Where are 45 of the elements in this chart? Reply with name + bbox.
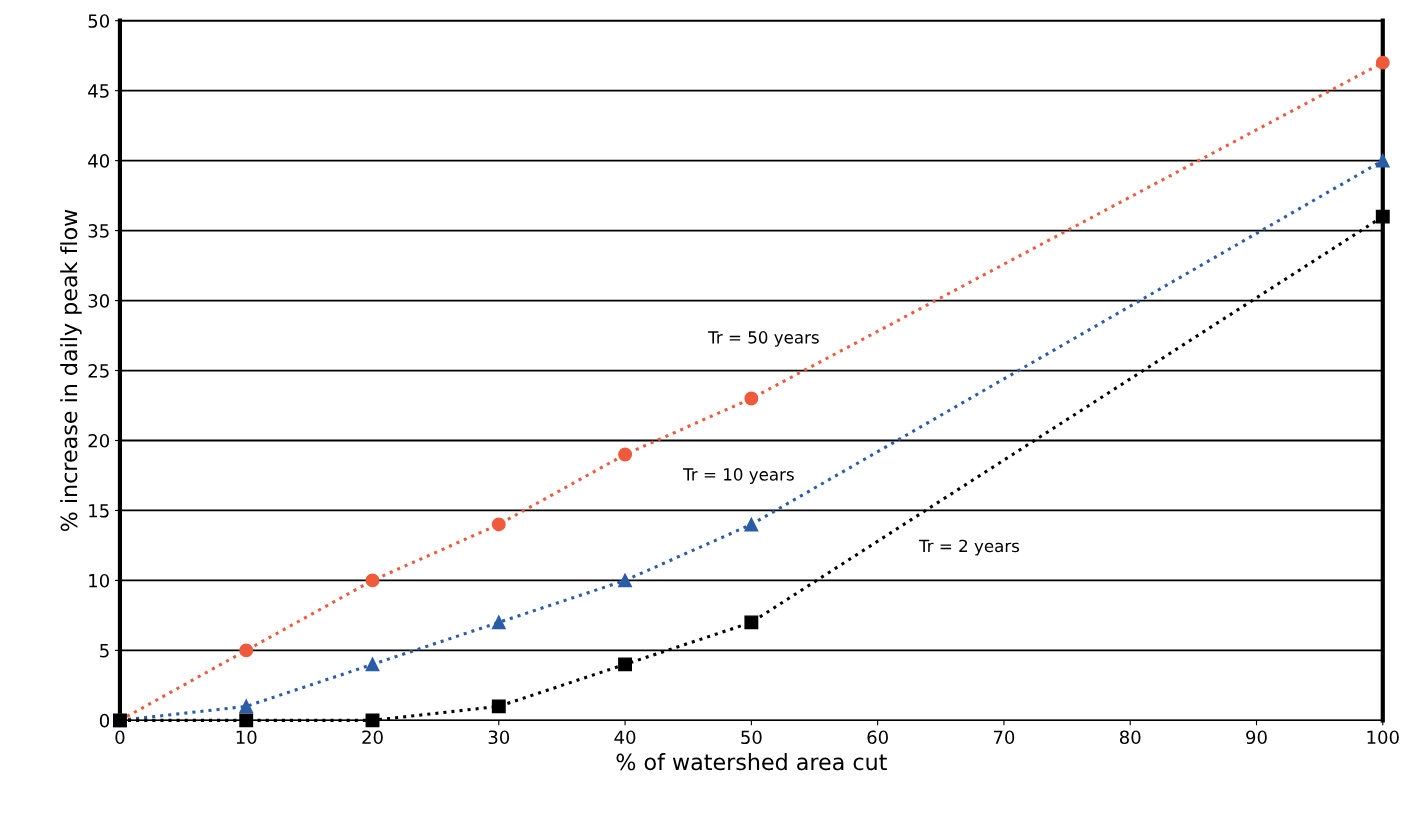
- point: [365, 713, 380, 728]
- y-axis-title: % increase in daily peak flow: [60, 209, 82, 532]
- point: [1375, 55, 1390, 70]
- point: [239, 643, 254, 658]
- x-tick-label: 70: [993, 730, 1015, 745]
- y-tick-label: 25: [88, 363, 109, 378]
- point: [365, 657, 380, 672]
- x-tick-label: 20: [362, 730, 383, 745]
- y-tick-label: 40: [88, 154, 110, 168]
- point: [618, 447, 633, 462]
- point: [618, 657, 633, 672]
- x-tick-label: 10: [236, 730, 257, 745]
- point: [618, 573, 633, 588]
- point: [1375, 209, 1390, 224]
- point: [239, 713, 254, 728]
- series-label: Tr = 2 years: [918, 539, 1020, 556]
- y-tick-label: 10: [89, 573, 110, 588]
- point: [1375, 153, 1390, 168]
- x-tick-label: 40: [614, 730, 636, 745]
- y-tick-label: 30: [88, 294, 110, 308]
- y-tick-label: 35: [88, 224, 109, 238]
- x-tick-label: 30: [488, 730, 510, 745]
- y-tick-label: 0: [99, 713, 110, 728]
- point: [744, 391, 759, 406]
- point: [491, 699, 506, 714]
- point: [491, 615, 506, 630]
- y-tick-label: 20: [88, 433, 110, 448]
- series-label: Tr = 50 years: [708, 331, 819, 347]
- x-tick-label: 100: [1367, 730, 1399, 745]
- x-tick-label: 50: [741, 730, 762, 745]
- point: [744, 615, 759, 630]
- y-tick-label: 45: [88, 84, 109, 98]
- point: [491, 517, 506, 532]
- point: [239, 699, 254, 714]
- x-tick-label: 60: [867, 730, 888, 745]
- point: [365, 573, 380, 588]
- x-tick-label: 80: [1119, 730, 1141, 745]
- y-tick-label: 50: [88, 14, 110, 28]
- x-tick-label: 90: [1246, 730, 1267, 745]
- point: [744, 517, 759, 532]
- y-tick-label: 5: [100, 644, 109, 658]
- x-tick-label: 0: [115, 730, 125, 745]
- x-axis-title: % of watershed area cut: [616, 753, 887, 771]
- series-label: Tr = 10 years: [683, 468, 794, 484]
- y-tick-label: 15: [89, 504, 109, 518]
